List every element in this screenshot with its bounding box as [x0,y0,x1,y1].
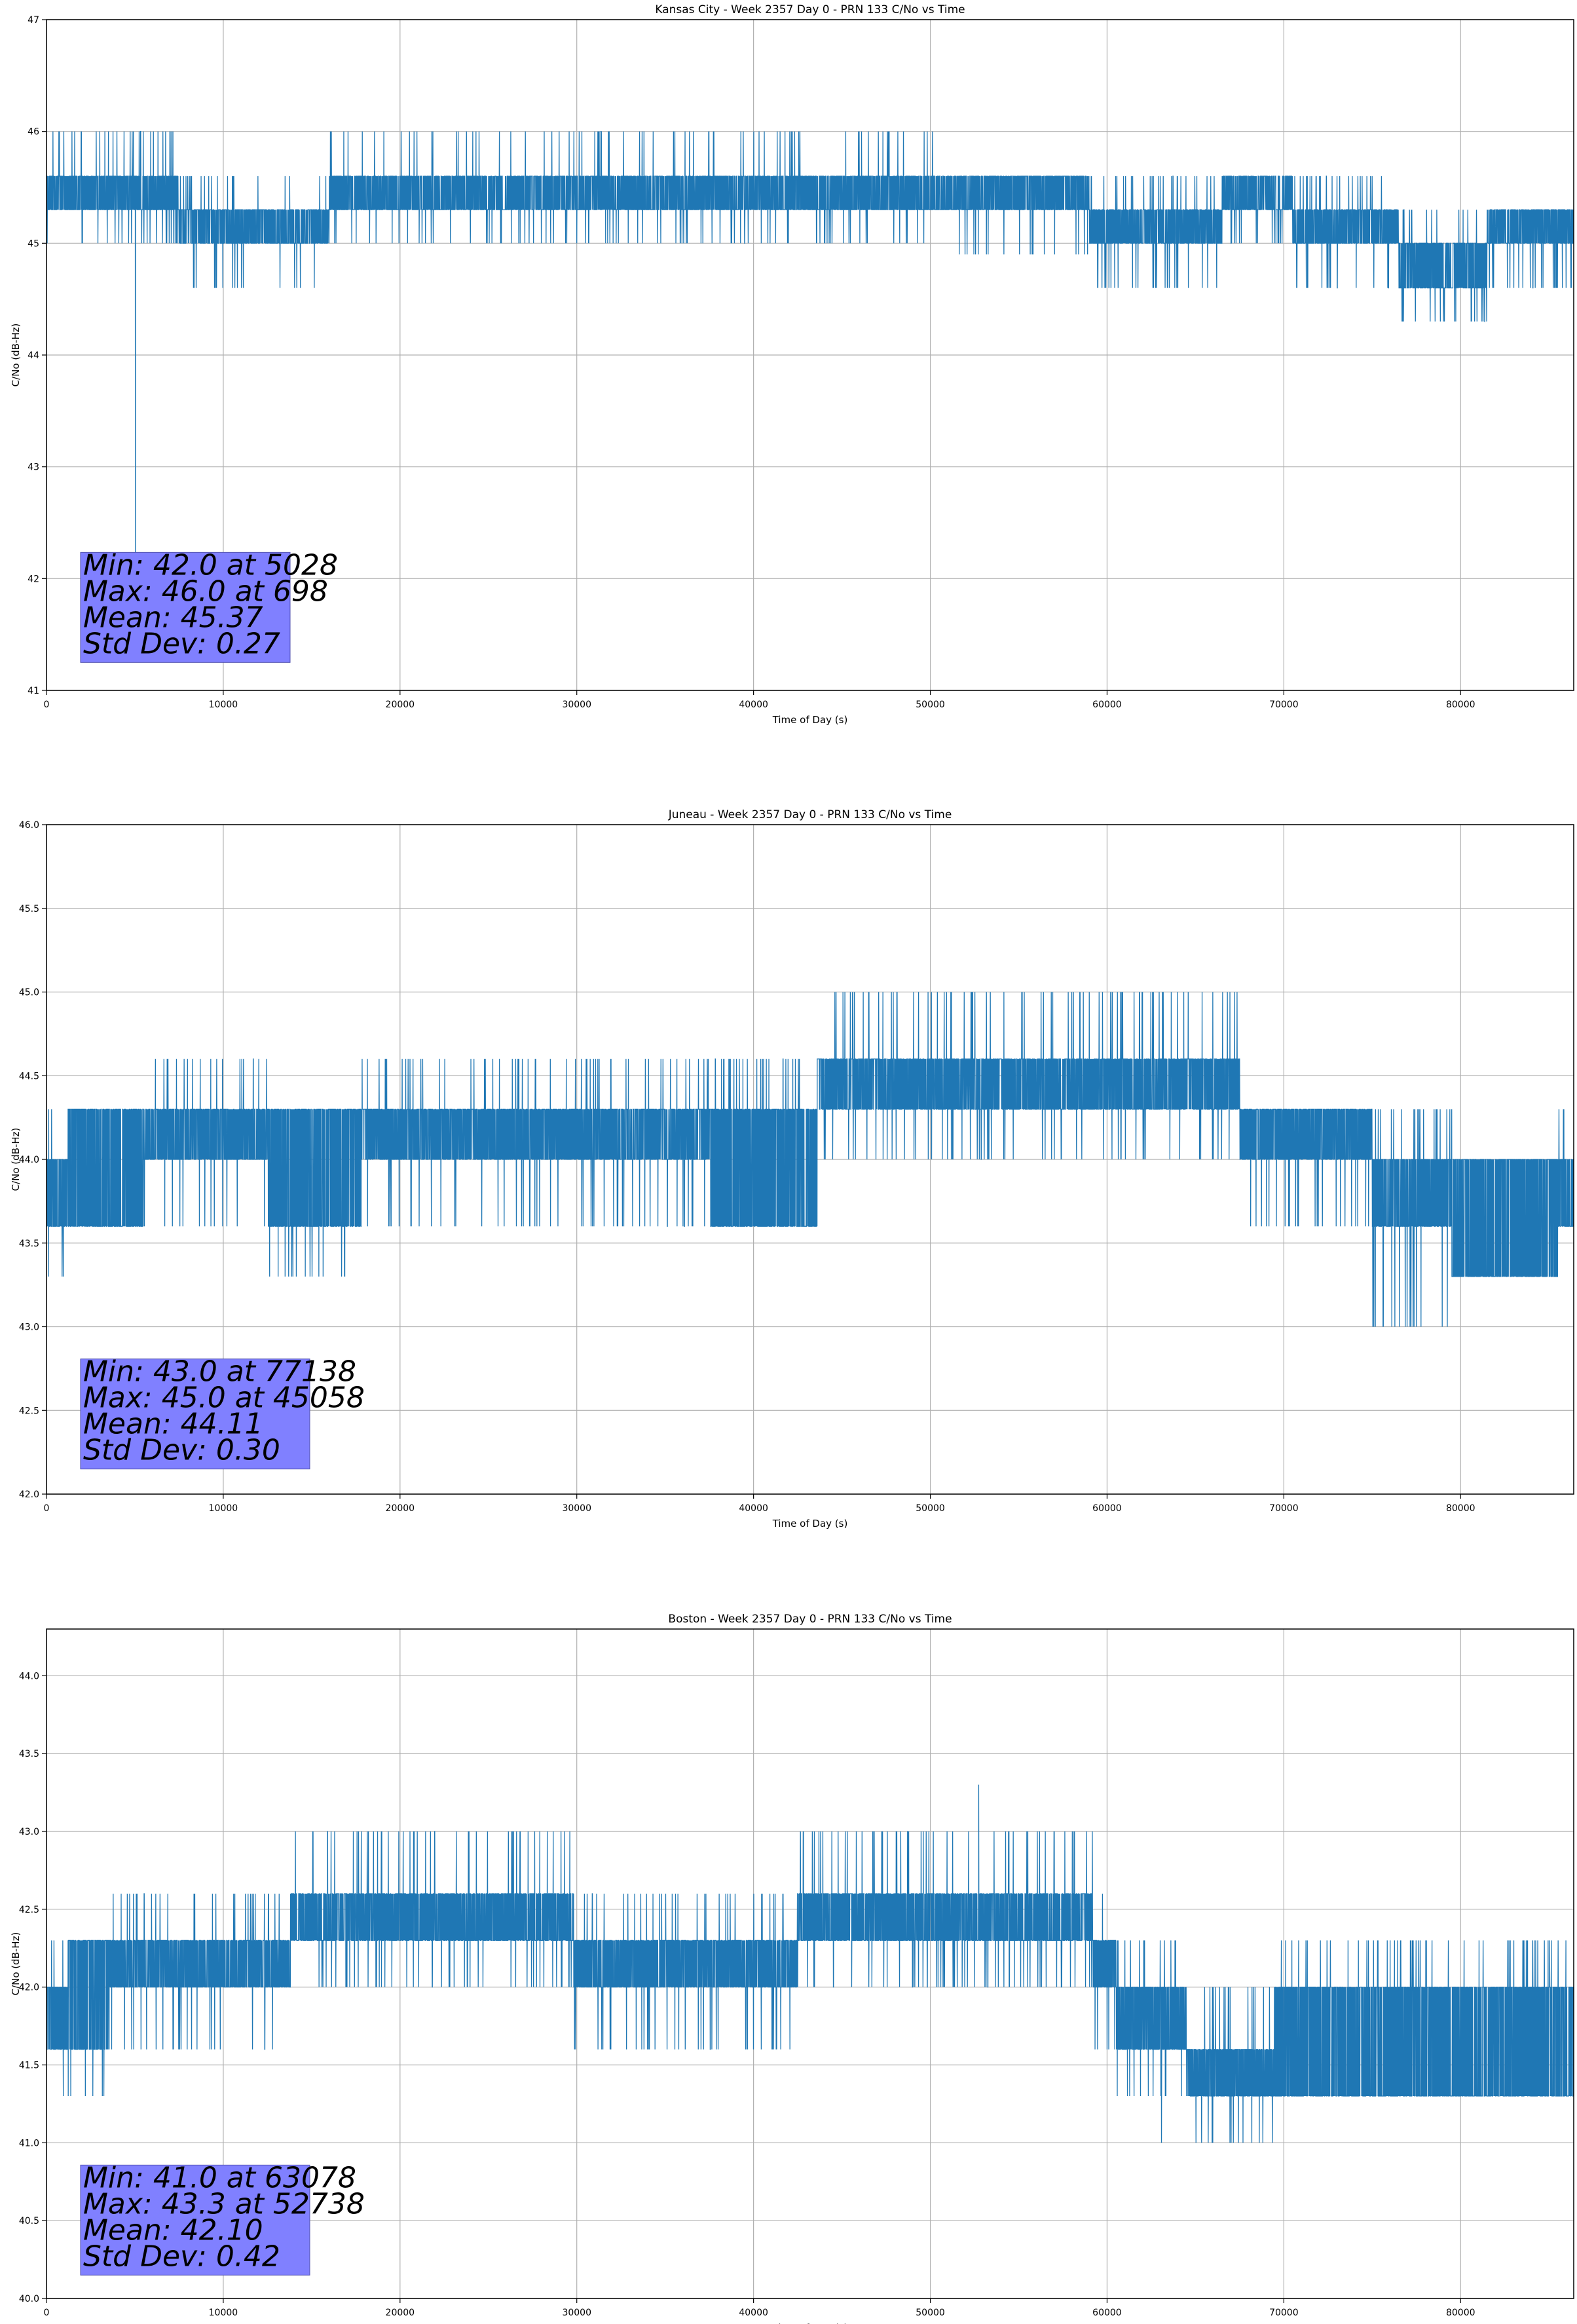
stats-line: Std Dev: 0.27 [83,627,280,660]
stats-line: Max: 43.3 at 52738 [83,2187,365,2221]
y-tick-label: 43 [28,462,39,473]
x-tick-label: 50000 [916,1503,945,1514]
x-tick-label: 10000 [209,2308,238,2318]
x-tick-label: 80000 [1446,2308,1475,2318]
x-tick-label: 60000 [1092,2308,1122,2318]
stats-line: Mean: 45.37 [83,601,263,634]
series-line [46,1784,1574,2143]
x-tick-label: 10000 [209,700,238,710]
x-tick-label: 50000 [916,700,945,710]
x-tick-label: 40000 [739,1503,768,1514]
x-tick-label: 60000 [1092,700,1122,710]
stats-line: Std Dev: 0.42 [83,2240,280,2273]
chart-panel-2: 0 10000 20000 30000 40000 50000 60000 70000 8000… [10,808,1574,1529]
y-axis-label: C/No (dB-Hz) [10,324,22,387]
stats-box [80,2164,310,2276]
y-tick-label: 43.0 [19,1322,39,1333]
x-tick-label: 70000 [1269,1503,1299,1514]
series-path [46,992,1574,1327]
y-tick-label: 47 [28,15,39,26]
y-tick-label: 44.0 [19,1671,39,1681]
series-path [46,131,1574,579]
x-tick-label: 40000 [739,700,768,710]
stats-line: Max: 45.0 at 45058 [83,1381,365,1415]
x-tick-label: 60000 [1092,1503,1122,1514]
stats-line: Min: 42.0 at 5028 [83,548,338,582]
x-tick-label: 70000 [1269,2308,1299,2318]
y-tick-label: 43.0 [19,1827,39,1837]
x-tick-label: 50000 [916,2308,945,2318]
series-line [46,131,1574,579]
y-tick-label: 45.5 [19,904,39,914]
x-tick-label: 20000 [386,2308,415,2318]
x-tick-label: 10000 [209,1503,238,1514]
x-tick-label: 30000 [562,1503,591,1514]
stats-box [80,1359,310,1470]
stats-line: Mean: 44.11 [83,1408,263,1441]
y-tick-label: 41.5 [19,2060,39,2071]
x-tick-label: 0 [44,1503,50,1514]
stats-line: Std Dev: 0.30 [83,1434,280,1467]
y-tick-label: 41 [28,686,39,696]
y-tick-label: 44.5 [19,1071,39,1081]
x-tick-label: 20000 [386,1503,415,1514]
chart-title: Boston - Week 2357 Day 0 - PRN 133 C/No … [668,1613,952,1626]
x-tick-label: 40000 [739,2308,768,2318]
y-tick-label: 42.5 [19,1406,39,1416]
x-axis-label: Time of Day (s) [772,2322,848,2324]
y-tick-label: 42.0 [19,1983,39,1993]
y-tick-label: 45.0 [19,988,39,998]
y-tick-label: 45 [28,238,39,249]
chart-title: Kansas City - Week 2357 Day 0 - PRN 133 … [655,3,965,16]
series-path [46,1784,1574,2143]
chart-panel-1: 0 10000 20000 30000 40000 50000 60000 70000 8000… [10,3,1574,726]
y-tick-label: 42.0 [19,1490,39,1500]
y-tick-label: 42.5 [19,1905,39,1915]
axes-frame [46,1628,1574,2299]
y-tick-label: 44.0 [19,1155,39,1165]
y-tick-label: 43.5 [19,1239,39,1249]
x-tick-label: 30000 [562,2308,591,2318]
x-tick-label: 80000 [1446,700,1475,710]
y-tick-label: 44 [28,350,39,361]
x-tick-label: 0 [44,2308,50,2318]
stats-line: Max: 46.0 at 698 [83,574,328,608]
y-tick-label: 42 [28,574,39,584]
x-tick-label: 70000 [1269,700,1299,710]
y-tick-label: 40.5 [19,2216,39,2226]
series-line [46,992,1574,1327]
x-tick-label: 20000 [386,700,415,710]
stats-line: Min: 43.0 at 77138 [83,1355,356,1389]
y-tick-label: 46 [28,127,39,138]
x-tick-label: 80000 [1446,1503,1475,1514]
y-axis-label: C/No (dB-Hz) [10,1932,22,1996]
y-axis-label: C/No (dB-Hz) [10,1128,22,1191]
y-tick-label: 46.0 [19,820,39,831]
y-tick-label: 41.0 [19,2138,39,2148]
chart-panel-3: 0 10000 20000 30000 40000 50000 60000 70000 8000… [10,1613,1574,2324]
chart-title: Juneau - Week 2357 Day 0 - PRN 133 C/No … [668,808,952,821]
y-tick-label: 43.5 [19,1749,39,1759]
x-tick-label: 30000 [562,700,591,710]
x-tick-label: 0 [44,700,50,710]
x-axis-label: Time of Day (s) [772,714,848,726]
y-tick-label: 40.0 [19,2294,39,2304]
stats-line: Min: 41.0 at 63078 [83,2161,356,2194]
stats-box [80,552,291,663]
stats-line: Mean: 42.10 [83,2213,263,2247]
x-axis-label: Time of Day (s) [772,1518,848,1529]
